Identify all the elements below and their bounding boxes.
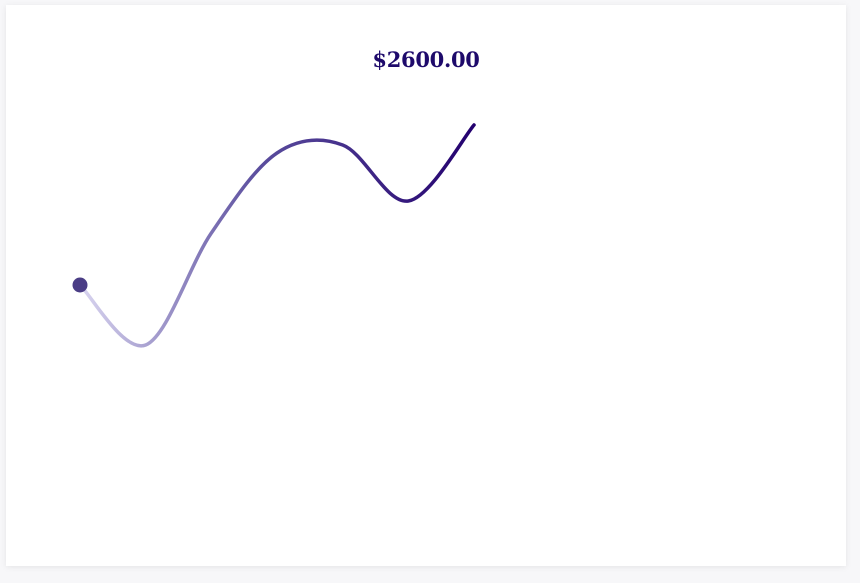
line-chart <box>72 123 476 348</box>
current-value-label: $2600.00 <box>372 47 480 72</box>
chart-card: $2600.00 <box>6 5 846 566</box>
series-line <box>78 123 476 348</box>
start-point-dot <box>72 277 88 293</box>
